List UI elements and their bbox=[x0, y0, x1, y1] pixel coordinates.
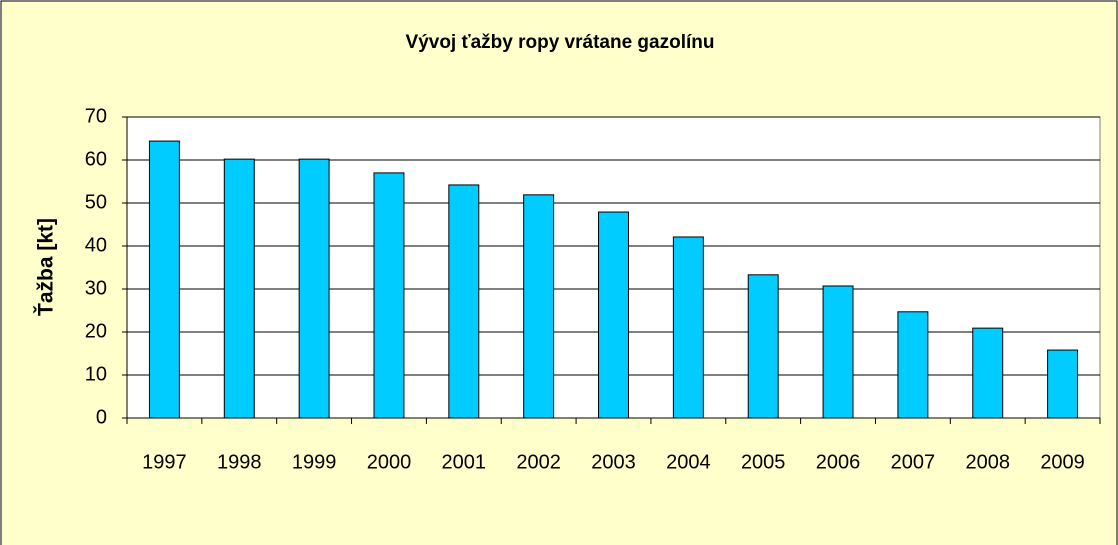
x-tick-label: 2001 bbox=[442, 451, 487, 473]
bar bbox=[672, 236, 704, 419]
x-tick-label: 2000 bbox=[367, 451, 412, 473]
chart-title: Vývoj ťažby ropy vrátane gazolínu bbox=[406, 32, 715, 53]
y-axis-label: Ťažba [kt] bbox=[34, 218, 58, 316]
bar bbox=[598, 211, 629, 419]
y-tick-label: 0 bbox=[96, 406, 107, 428]
x-tick-label: 1997 bbox=[142, 451, 187, 473]
y-tick-label: 20 bbox=[85, 320, 107, 342]
x-tick-label: 1999 bbox=[292, 451, 337, 473]
x-tick-label: 2009 bbox=[1040, 451, 1085, 473]
x-tick-label: 2003 bbox=[591, 451, 636, 473]
y-tick-label: 70 bbox=[85, 105, 107, 127]
bar bbox=[223, 158, 255, 419]
bar bbox=[448, 184, 480, 419]
bar bbox=[747, 274, 779, 419]
bar bbox=[972, 327, 1004, 419]
x-tick-label: 2004 bbox=[666, 451, 711, 473]
bar bbox=[1047, 349, 1079, 419]
x-tick-label: 2007 bbox=[891, 451, 936, 473]
bar bbox=[523, 194, 555, 419]
bar bbox=[373, 172, 405, 419]
y-tick-label: 10 bbox=[85, 363, 107, 385]
x-tick-label: 2008 bbox=[965, 451, 1010, 473]
x-tick-label: 2006 bbox=[816, 451, 861, 473]
y-tick-label: 30 bbox=[85, 277, 107, 299]
x-tick-label: 1998 bbox=[217, 451, 262, 473]
x-tick-label: 2005 bbox=[741, 451, 786, 473]
x-tick-label: 2002 bbox=[516, 451, 561, 473]
bar bbox=[897, 311, 929, 419]
bar bbox=[298, 158, 330, 419]
y-tick-label: 40 bbox=[85, 234, 107, 256]
y-tick-label: 60 bbox=[85, 148, 107, 170]
bar bbox=[822, 285, 854, 419]
bar bbox=[148, 140, 180, 419]
y-tick-label: 50 bbox=[85, 191, 107, 213]
